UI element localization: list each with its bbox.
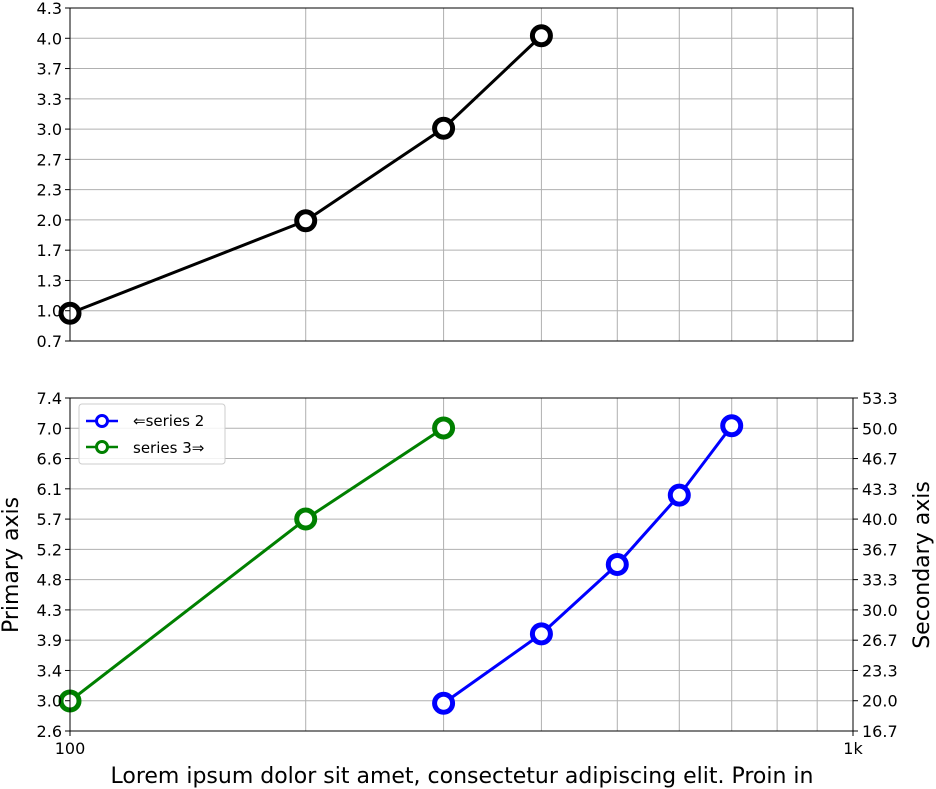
bottom-y-tick-label: 3.0 [37, 692, 62, 711]
secondary-y-tick-label: 33.3 [862, 571, 898, 590]
top-plot-frame [69, 7, 854, 342]
bottom-y-tick-label: 7.4 [37, 389, 62, 408]
secondary-y-axis-title: Secondary axis [910, 481, 935, 649]
top-y-tick-label: 1.0 [37, 302, 62, 321]
bottom-plot-frame [69, 397, 854, 732]
bottom-series-1-point [720, 414, 744, 438]
bottom-y-tick-label: 5.2 [37, 540, 62, 559]
bottom-y-tick-label: 3.9 [37, 631, 62, 650]
bottom-y-tick-label: 7.0 [37, 419, 62, 438]
legend-box [78, 403, 226, 465]
bottom-y-ticks: 2.6 3.0 3.4 3.9 4.3 4.8 5.2 5.7 6.1 6.6 7.0 7.4 [37, 389, 70, 741]
secondary-y-tick-label: 46.7 [862, 450, 898, 469]
top-y-tick-label: 0.7 [37, 332, 62, 351]
legend-series-3-marker [95, 440, 109, 454]
top-y-tick-label: 2.3 [37, 181, 62, 200]
bottom-series-1-point [529, 622, 553, 646]
bottom-series-2-point [432, 416, 456, 440]
top-y-tick-label: 1.7 [37, 241, 62, 260]
secondary-y-tick-label: 43.3 [862, 480, 898, 499]
top-series-1-line [69, 34, 543, 315]
top-series-1-point [432, 116, 456, 140]
secondary-y-tick-label: 23.3 [862, 661, 898, 680]
bottom-series-2-point [294, 507, 318, 531]
bottom-y-tick-label: 2.6 [37, 722, 62, 741]
secondary-y-tick-label: 53.3 [862, 389, 898, 408]
bottom-y-tick-label: 6.6 [37, 450, 62, 469]
top-y-tick-label: 2.0 [37, 211, 62, 230]
secondary-y-tick-label: 36.7 [862, 540, 898, 559]
secondary-y-tick-label: 26.7 [862, 631, 898, 650]
secondary-y-tick-label: 50.0 [862, 419, 898, 438]
top-y-tick-label: 2.7 [37, 150, 62, 169]
secondary-y-tick-label: 40.0 [862, 510, 898, 529]
bottom-x-ticks: 100 1k [55, 731, 863, 758]
primary-y-axis-title: Primary axis [0, 497, 24, 633]
legend-series-2-label: ⇐series 2 [133, 412, 204, 430]
legend-series-3-label: series 3⇒ [133, 439, 204, 457]
bottom-series-1-point [432, 691, 456, 715]
bottom-y-tick-label: 4.8 [37, 571, 62, 590]
top-grid [69, 7, 854, 342]
legend-series-2-marker [95, 414, 109, 428]
bottom-y-tick-label: 5.7 [37, 510, 62, 529]
top-y-tick-label: 4.3 [37, 0, 62, 18]
secondary-y-tick-label: 30.0 [862, 601, 898, 620]
bottom-series-2-line [69, 426, 445, 703]
x-tick-label: 1k [843, 739, 863, 758]
top-y-tick-label: 4.0 [37, 29, 62, 48]
bottom-series-1-point [667, 483, 691, 507]
bottom-y-tick-label: 3.4 [37, 661, 62, 680]
top-y-tick-label: 3.0 [37, 120, 62, 139]
bottom-series-layer [58, 414, 744, 715]
top-series-1-point [529, 24, 553, 48]
bottom-y2-ticks: 16.7 20.0 23.3 26.7 30.0 33.3 36.7 40.0 43.3 46.7… [853, 389, 898, 741]
bottom-y-tick-label: 6.1 [37, 480, 62, 499]
top-series-1-point [294, 209, 318, 233]
legend: ⇐series 2 series 3⇒ [78, 403, 226, 465]
secondary-y-tick-label: 16.7 [862, 722, 898, 741]
x-tick-label: 100 [55, 739, 86, 758]
top-y-tick-label: 3.7 [37, 60, 62, 79]
top-y-tick-label: 1.3 [37, 271, 62, 290]
x-axis-title: Lorem ipsum dolor sit amet, consectetur … [111, 764, 814, 789]
top-y-tick-label: 3.3 [37, 90, 62, 109]
top-y-ticks: 0.7 1.0 1.3 1.7 2.0 2.3 2.7 3.0 3.3 3.7 4.0 4.3 [37, 0, 70, 351]
top-chart-panel: 0.7 1.0 1.3 1.7 2.0 2.3 2.7 3.0 3.3 3.7 4.0 4.3 [37, 0, 854, 351]
bottom-series-1-point [605, 553, 629, 576]
bottom-chart-panel: 2.6 3.0 3.4 3.9 4.3 4.8 5.2 5.7 6.1 6.6 7.0 7.4 16.… [0, 389, 935, 789]
bottom-y-tick-label: 4.3 [37, 601, 62, 620]
bottom-series-1-line [442, 424, 733, 705]
secondary-y-tick-label: 20.0 [862, 692, 898, 711]
